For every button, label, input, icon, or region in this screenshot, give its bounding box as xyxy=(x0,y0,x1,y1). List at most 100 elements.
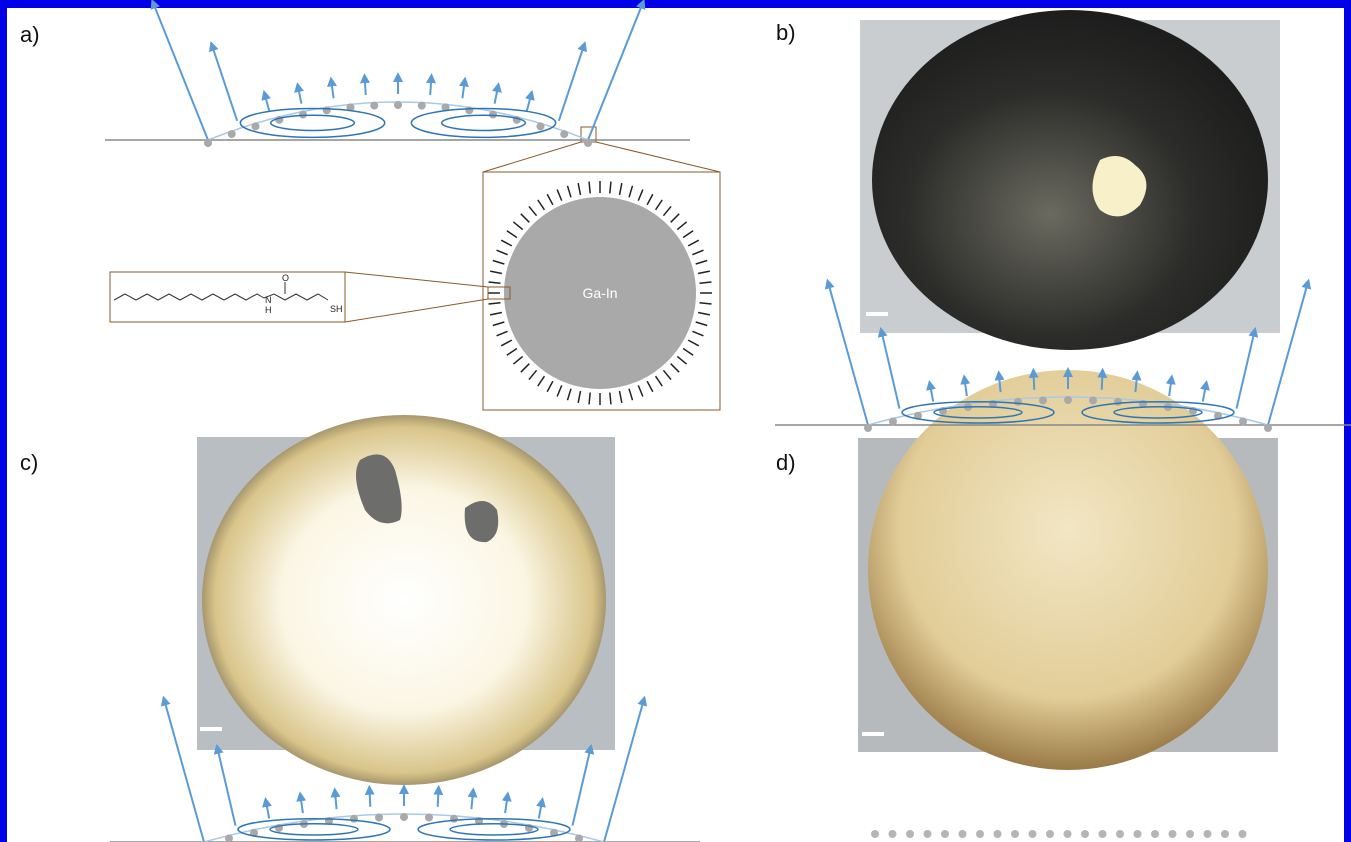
evaporation-arrow xyxy=(572,746,591,826)
particle xyxy=(1064,396,1072,404)
particle xyxy=(976,830,984,838)
particle xyxy=(1014,398,1022,406)
particle xyxy=(1264,424,1272,432)
particle xyxy=(465,106,473,114)
flow-loop xyxy=(271,115,355,130)
atom-label: H xyxy=(265,305,272,315)
particle xyxy=(394,101,402,109)
evaporation-arrow xyxy=(335,789,337,809)
evaporation-arrow xyxy=(559,43,585,121)
particle xyxy=(1046,830,1054,838)
particle xyxy=(370,102,378,110)
frame-left xyxy=(0,0,7,842)
atom-label: O xyxy=(282,273,289,283)
particle xyxy=(299,111,307,119)
particle xyxy=(1186,830,1194,838)
evaporation-arrow xyxy=(152,1,208,140)
evaporation-arrow xyxy=(298,84,302,104)
molecule-box xyxy=(110,272,345,322)
particle xyxy=(994,830,1002,838)
scale-bar xyxy=(200,727,222,731)
flow-loop xyxy=(270,824,358,835)
evaporation-arrow xyxy=(1203,382,1207,402)
particle xyxy=(584,139,592,147)
evaporation-arrow xyxy=(505,793,508,813)
evaporation-arrow xyxy=(331,78,334,98)
evaporation-arrow xyxy=(527,92,532,111)
micrograph-droplet xyxy=(868,370,1268,770)
particle xyxy=(1011,830,1019,838)
scale-bar xyxy=(862,732,884,736)
particle-row xyxy=(871,830,1247,838)
flow-loop xyxy=(442,115,526,130)
particle xyxy=(924,830,932,838)
evaporation-arrow xyxy=(1102,370,1103,390)
particle xyxy=(375,813,383,821)
core-label: Ga-In xyxy=(582,285,617,301)
scale-bar xyxy=(866,312,888,316)
particle xyxy=(400,813,408,821)
particle xyxy=(1116,830,1124,838)
particle xyxy=(204,139,212,147)
figure: a) b) c) d) Ga-In O N H SH xyxy=(0,0,1351,842)
particle xyxy=(889,830,897,838)
panel-label: b) xyxy=(776,20,796,45)
particle xyxy=(252,122,260,130)
evaporation-arrow xyxy=(471,789,473,809)
droplet-schematic xyxy=(105,1,690,147)
micrograph-droplet xyxy=(202,415,606,785)
evaporation-arrow xyxy=(264,92,269,111)
evaporation-arrow xyxy=(881,329,900,409)
flow-loop xyxy=(418,819,570,840)
evaporation-arrow xyxy=(588,1,644,140)
atom-label: SH xyxy=(330,304,343,314)
particle xyxy=(1134,830,1142,838)
evaporation-arrow xyxy=(300,793,303,813)
evaporation-arrow xyxy=(462,78,465,98)
particle xyxy=(1239,830,1247,838)
particle xyxy=(350,815,358,823)
particle xyxy=(1204,830,1212,838)
particle xyxy=(450,815,458,823)
particle xyxy=(1221,830,1229,838)
evaporation-arrow xyxy=(1236,329,1255,409)
evaporation-arrow xyxy=(1169,376,1172,396)
particle xyxy=(425,813,433,821)
flow-loop xyxy=(238,819,390,840)
panel-label: c) xyxy=(20,450,38,475)
particle xyxy=(1114,398,1122,406)
evaporation-arrow xyxy=(364,75,365,95)
particle xyxy=(906,830,914,838)
particle xyxy=(959,830,967,838)
frame-top xyxy=(0,0,1351,8)
particle xyxy=(560,130,568,138)
frame-right xyxy=(1344,0,1351,842)
evaporation-arrow xyxy=(1033,370,1034,390)
particle xyxy=(871,830,879,838)
particle xyxy=(323,106,331,114)
particle xyxy=(889,417,897,425)
evaporation-arrow xyxy=(539,799,543,819)
evaporation-arrow xyxy=(495,84,499,104)
flow-loop xyxy=(240,108,384,137)
evaporation-arrow xyxy=(217,746,236,826)
zoom-line xyxy=(596,142,720,172)
evaporation-arrow xyxy=(430,75,431,95)
zoom-line xyxy=(345,272,488,287)
flow-loop xyxy=(411,108,555,137)
zoom-line xyxy=(483,142,581,172)
particle xyxy=(1239,417,1247,425)
particle xyxy=(1081,830,1089,838)
evaporation-arrow xyxy=(369,787,370,807)
particle xyxy=(228,130,236,138)
particle xyxy=(1099,830,1107,838)
particle xyxy=(864,424,872,432)
atom-label: N xyxy=(265,295,272,305)
evaporation-arrow xyxy=(266,799,270,819)
particle xyxy=(1039,396,1047,404)
zoom-line xyxy=(345,299,488,322)
evaporation-arrow xyxy=(964,376,967,396)
evaporation-arrow xyxy=(930,382,934,402)
panel-label: a) xyxy=(20,22,40,47)
particle xyxy=(1029,830,1037,838)
